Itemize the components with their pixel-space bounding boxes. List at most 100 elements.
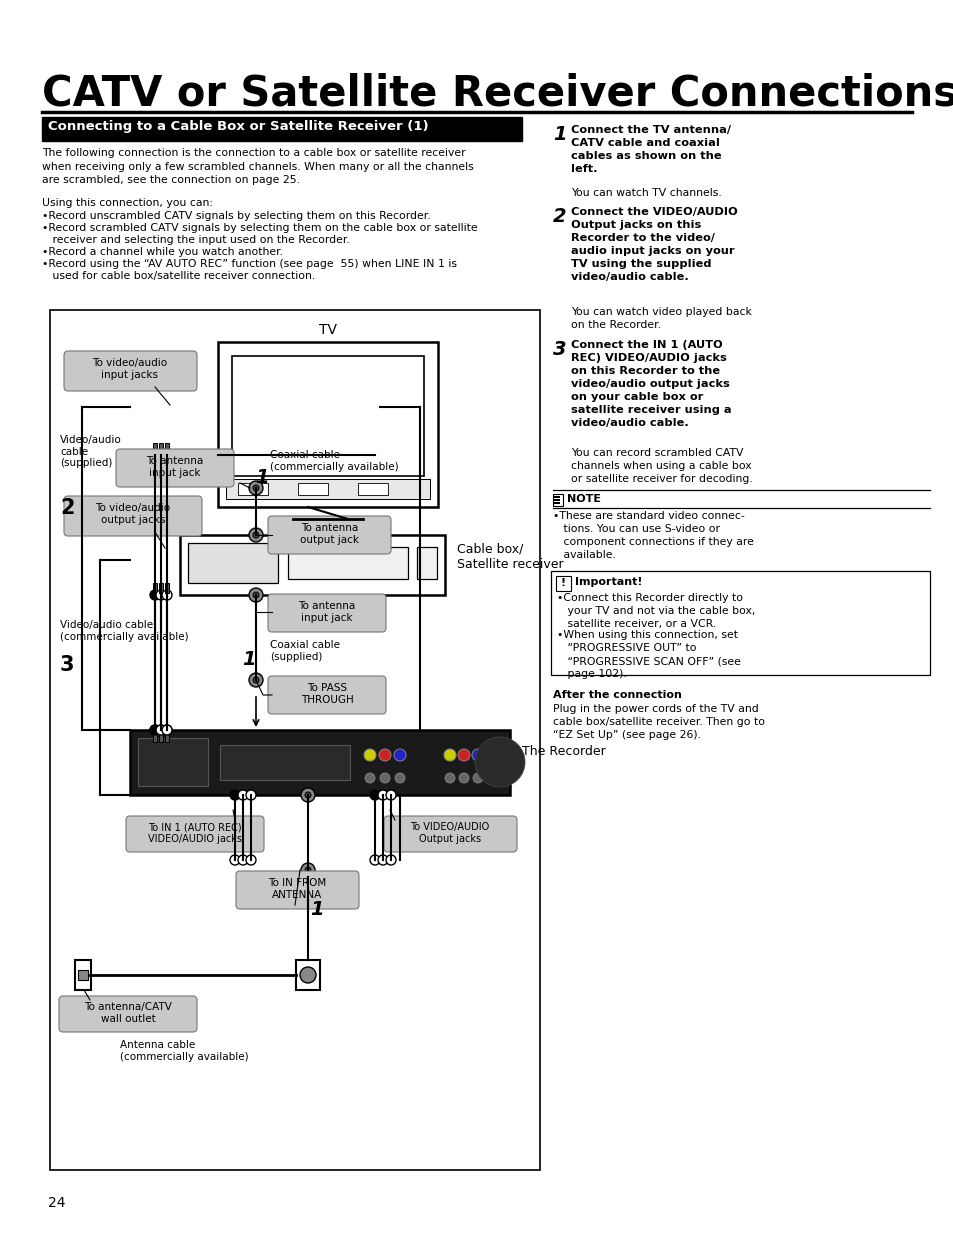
Text: •Record scrambled CATV signals by selecting them on the cable box or satellite: •Record scrambled CATV signals by select…: [42, 224, 477, 233]
Bar: [138, 739, 208, 785]
Bar: [165, 443, 169, 453]
Circle shape: [253, 532, 258, 538]
Bar: [554, 501, 559, 504]
Bar: [180, 535, 444, 595]
Text: •Record using the “AV AUTO REC” function (see page  55) when LINE IN 1 is: •Record using the “AV AUTO REC” function…: [42, 259, 456, 269]
Text: Using this connection, you can:: Using this connection, you can:: [42, 198, 213, 207]
Text: Connect the IN 1 (AUTO
REC) VIDEO/AUDIO jacks
on this Recorder to the
video/audi: Connect the IN 1 (AUTO REC) VIDEO/AUDIO …: [571, 340, 731, 429]
Circle shape: [249, 480, 263, 495]
Text: •When using this connection, set
   “PROGRESSIVE OUT” to
   “PROGRESSIVE SCAN OF: •When using this connection, set “PROGRE…: [557, 630, 740, 679]
Text: To antenna
output jack: To antenna output jack: [300, 522, 359, 545]
Text: To video/audio
output jacks: To video/audio output jacks: [95, 503, 171, 525]
FancyBboxPatch shape: [126, 816, 264, 852]
Circle shape: [443, 748, 456, 761]
Circle shape: [253, 677, 258, 683]
Circle shape: [253, 592, 258, 598]
Circle shape: [237, 790, 248, 800]
Bar: [152, 443, 157, 453]
Bar: [75, 960, 91, 990]
Bar: [159, 443, 163, 453]
FancyBboxPatch shape: [42, 117, 521, 141]
FancyBboxPatch shape: [235, 871, 358, 909]
FancyBboxPatch shape: [551, 571, 929, 676]
Text: After the connection: After the connection: [553, 690, 681, 700]
Circle shape: [249, 588, 263, 601]
Text: Coaxial cable
(commercially available): Coaxial cable (commercially available): [270, 450, 398, 472]
Text: Connecting to a Cable Box or Satellite Receiver (1): Connecting to a Cable Box or Satellite R…: [48, 120, 428, 133]
Text: To VIDEO/AUDIO
Output jacks: To VIDEO/AUDIO Output jacks: [410, 823, 489, 844]
Bar: [188, 543, 277, 583]
Bar: [152, 732, 157, 742]
Text: Video/audio
cable
(supplied): Video/audio cable (supplied): [60, 435, 122, 468]
Text: !: !: [559, 578, 565, 588]
Bar: [159, 583, 163, 593]
Circle shape: [377, 790, 388, 800]
FancyBboxPatch shape: [59, 995, 196, 1032]
Circle shape: [386, 855, 395, 864]
Text: Connect the TV antenna/
CATV cable and coaxial
cables as shown on the
left.: Connect the TV antenna/ CATV cable and c…: [571, 125, 730, 174]
Circle shape: [305, 792, 311, 798]
Circle shape: [162, 725, 172, 735]
Bar: [50, 310, 539, 1170]
Circle shape: [249, 529, 263, 542]
Circle shape: [299, 967, 315, 983]
Text: 24: 24: [48, 1195, 66, 1210]
Text: The following connection is the connection to a cable box or satellite receiver
: The following connection is the connecti…: [42, 148, 474, 185]
Bar: [416, 547, 436, 579]
Text: Video/audio cable
(commercially available): Video/audio cable (commercially availabl…: [60, 620, 189, 642]
Bar: [165, 732, 169, 742]
Bar: [237, 483, 268, 495]
Circle shape: [156, 725, 166, 735]
Circle shape: [473, 773, 482, 783]
Bar: [232, 356, 423, 475]
Text: To PASS
THROUGH: To PASS THROUGH: [300, 683, 353, 705]
Text: To antenna/CATV
wall outlet: To antenna/CATV wall outlet: [84, 1002, 172, 1024]
Text: Important!: Important!: [575, 577, 641, 587]
Circle shape: [162, 450, 172, 459]
Circle shape: [301, 863, 314, 877]
Bar: [357, 483, 388, 495]
Circle shape: [156, 590, 166, 600]
Text: Antenna cable
(commercially available): Antenna cable (commercially available): [120, 1040, 249, 1062]
FancyBboxPatch shape: [268, 516, 391, 555]
Bar: [288, 547, 408, 579]
Circle shape: [458, 773, 469, 783]
Text: Connect the VIDEO/AUDIO
Output jacks on this
Recorder to the video/
audio input : Connect the VIDEO/AUDIO Output jacks on …: [571, 207, 737, 283]
Circle shape: [150, 450, 160, 459]
Circle shape: [472, 748, 483, 761]
Bar: [554, 499, 559, 500]
Text: You can watch TV channels.: You can watch TV channels.: [571, 188, 721, 198]
Text: To IN 1 (AUTO REC)
VIDEO/AUDIO jacks: To IN 1 (AUTO REC) VIDEO/AUDIO jacks: [148, 823, 242, 844]
Text: TV: TV: [318, 324, 336, 337]
Circle shape: [246, 790, 255, 800]
Bar: [159, 732, 163, 742]
Text: 1: 1: [254, 468, 269, 487]
Text: The Recorder: The Recorder: [521, 745, 605, 758]
Text: To video/audio
input jacks: To video/audio input jacks: [92, 358, 168, 379]
Circle shape: [150, 725, 160, 735]
Text: To antenna
input jack: To antenna input jack: [146, 456, 203, 478]
Circle shape: [156, 450, 166, 459]
Circle shape: [395, 773, 405, 783]
Circle shape: [230, 790, 240, 800]
Text: To IN FROM
ANTENNA: To IN FROM ANTENNA: [268, 878, 326, 899]
Bar: [78, 969, 88, 981]
Circle shape: [230, 855, 240, 864]
Circle shape: [386, 790, 395, 800]
Circle shape: [457, 748, 470, 761]
Text: You can record scrambled CATV
channels when using a cable box
or satellite recei: You can record scrambled CATV channels w…: [571, 448, 752, 484]
Text: 1: 1: [310, 900, 323, 919]
Bar: [152, 583, 157, 593]
Bar: [295, 960, 319, 990]
Circle shape: [253, 485, 258, 492]
Circle shape: [394, 748, 406, 761]
Circle shape: [237, 855, 248, 864]
FancyBboxPatch shape: [64, 351, 196, 391]
Bar: [554, 496, 559, 498]
Text: Cable box/
Satellite receiver: Cable box/ Satellite receiver: [456, 543, 563, 571]
Text: NOTE: NOTE: [566, 494, 600, 504]
Text: •Record a channel while you watch another.: •Record a channel while you watch anothe…: [42, 247, 283, 257]
Circle shape: [365, 773, 375, 783]
Circle shape: [150, 725, 160, 735]
Bar: [297, 483, 328, 495]
